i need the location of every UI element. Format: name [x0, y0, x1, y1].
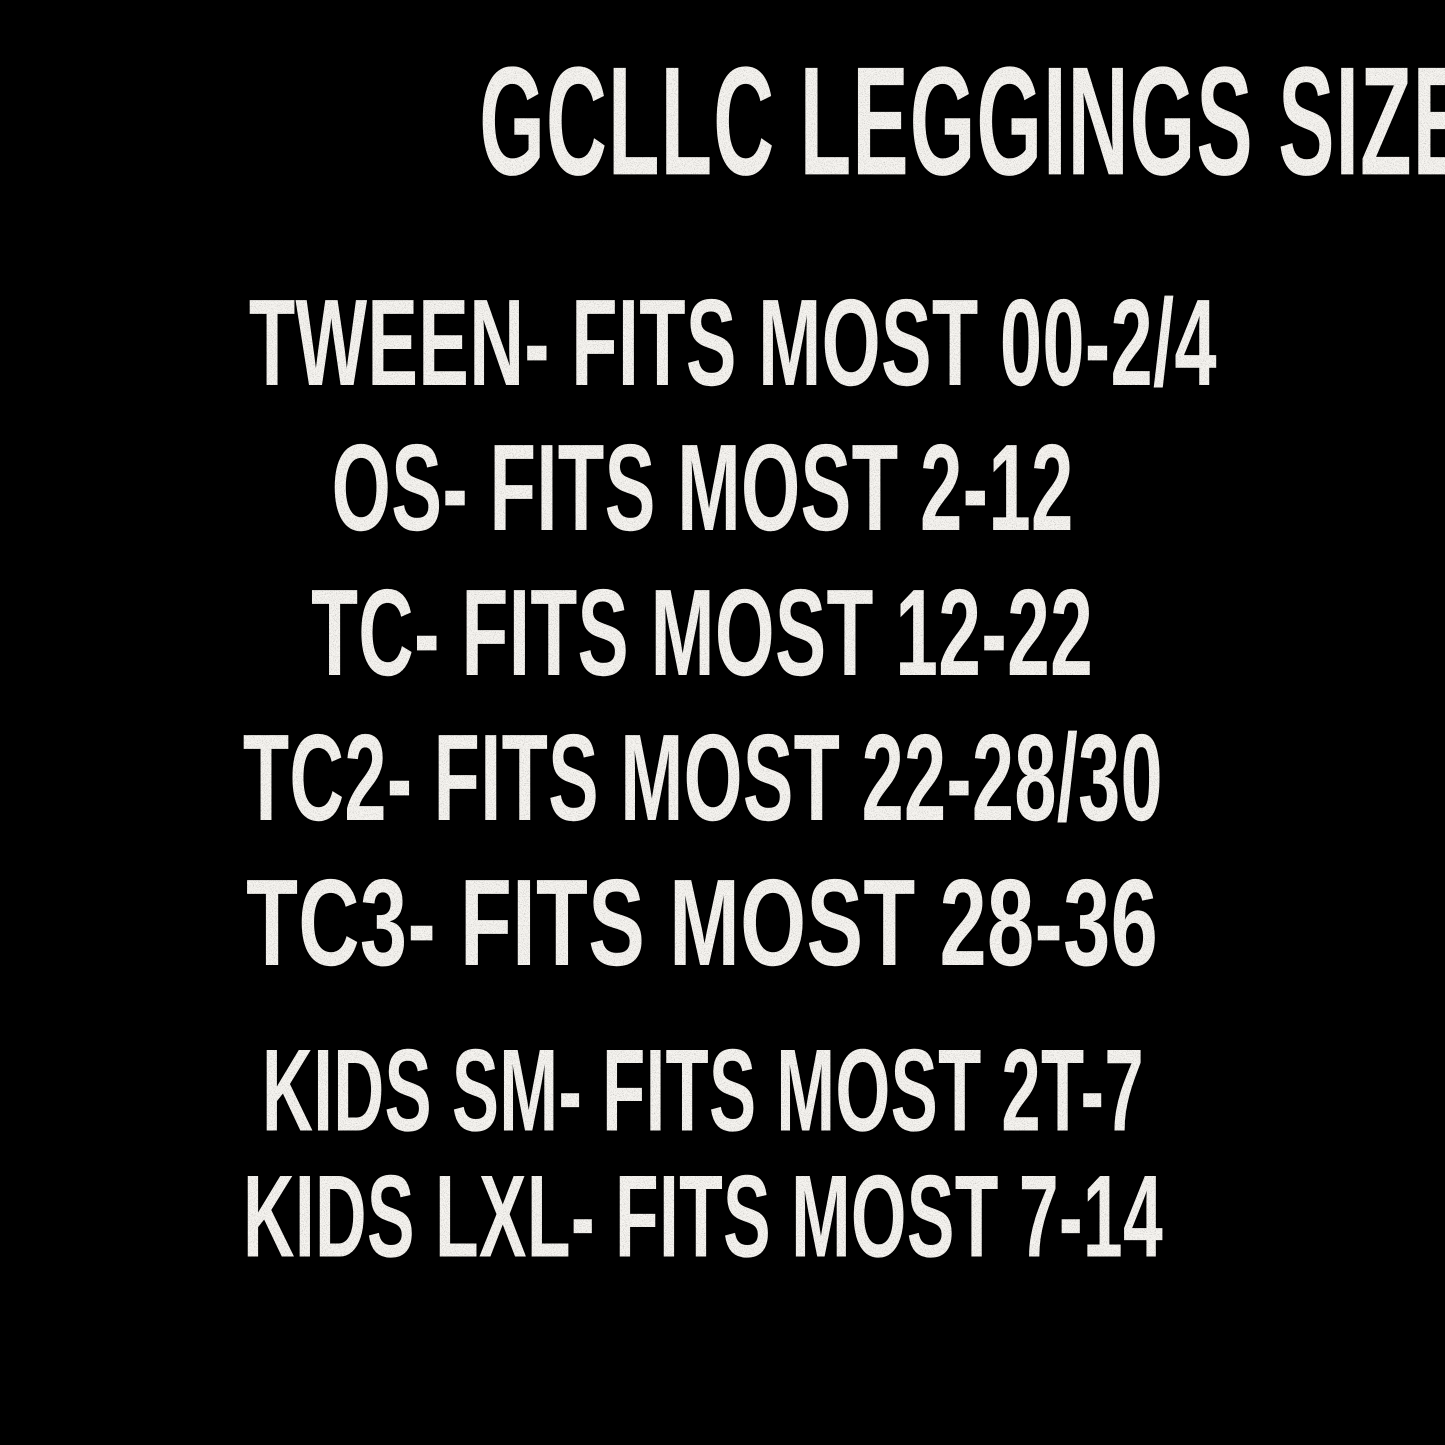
size-line-os: OS- FITS MOST 2-12	[331, 418, 1074, 557]
title-block: GCLLC LEGGINGS SIZE CHART	[0, 43, 1445, 198]
size-line-kids-lxl: KIDS LXL- FITS MOST 7-14	[242, 1151, 1163, 1282]
size-row: TWEEN- FITS MOST 00-2/4	[0, 273, 1425, 412]
size-line-tc: TC- FITS MOST 12-22	[311, 563, 1094, 702]
size-row: KIDS LXL- FITS MOST 7-14	[0, 1151, 1425, 1282]
size-row: TC3- FITS MOST 28-36	[0, 853, 1425, 992]
size-row: TC- FITS MOST 12-22	[0, 563, 1425, 702]
size-row: KIDS SM- FITS MOST 2T-7	[0, 1025, 1425, 1156]
size-row: TC2- FITS MOST 22-28/30	[0, 708, 1425, 847]
page-title: GCLLC LEGGINGS SIZE CHART	[479, 34, 1445, 208]
size-line-kids-sm: KIDS SM- FITS MOST 2T-7	[261, 1025, 1144, 1156]
kids-size-list: KIDS SM- FITS MOST 2T-7 KIDS LXL- FITS M…	[0, 1025, 1425, 1282]
adult-size-list: TWEEN- FITS MOST 00-2/4 OS- FITS MOST 2-…	[0, 273, 1425, 992]
size-line-tc3: TC3- FITS MOST 28-36	[246, 853, 1159, 992]
size-line-tc2: TC2- FITS MOST 22-28/30	[242, 708, 1163, 847]
size-line-tween: TWEEN- FITS MOST 00-2/4	[248, 273, 1217, 412]
size-row: OS- FITS MOST 2-12	[0, 418, 1425, 557]
